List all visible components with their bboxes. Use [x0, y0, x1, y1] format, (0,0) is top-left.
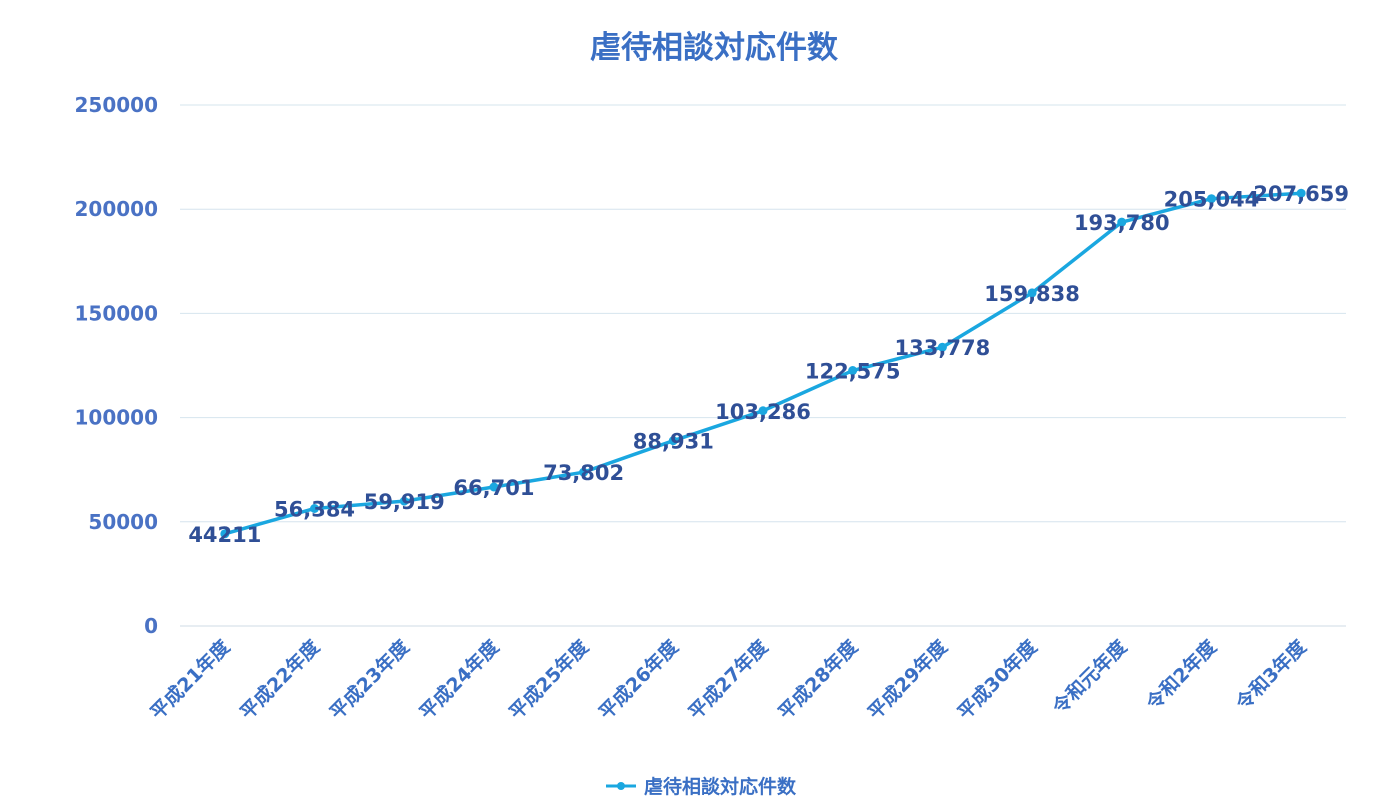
x-tick-label: 平成25年度 — [504, 635, 593, 724]
legend-point-marker — [617, 782, 625, 790]
series-line — [223, 191, 1303, 536]
x-tick-label: 平成27年度 — [684, 635, 773, 724]
data-label: 103,286 — [715, 400, 811, 424]
data-point[interactable] — [310, 503, 320, 513]
y-tick-label: 250000 — [75, 93, 159, 117]
gridlines — [180, 104, 1346, 627]
y-tick-label: 150000 — [75, 301, 159, 325]
x-tick-label: 平成24年度 — [415, 635, 504, 724]
data-label: 88,931 — [633, 430, 714, 454]
data-point[interactable] — [1296, 188, 1306, 198]
data-point[interactable] — [758, 406, 768, 416]
data-label: 193,780 — [1074, 211, 1170, 235]
x-tick-label: 令和3年度 — [1231, 635, 1311, 715]
chart-title: 虐待相談対応件数 — [590, 30, 838, 66]
x-tick-label: 平成29年度 — [863, 635, 952, 724]
data-label: 159,838 — [984, 282, 1080, 306]
y-tick-label: 200000 — [75, 197, 159, 221]
x-tick-label: 平成22年度 — [235, 635, 324, 724]
data-label: 122,575 — [805, 360, 901, 384]
data-label: 207,659 — [1253, 182, 1349, 206]
data-point[interactable] — [489, 482, 499, 492]
series-line-layer — [220, 188, 1306, 539]
x-tick-label: 平成26年度 — [594, 635, 683, 724]
y-axis-ticks: 0 50000 100000 150000 200000 250000 — [75, 93, 159, 638]
y-tick-label: 0 — [144, 614, 158, 638]
data-label: 205,044 — [1164, 188, 1260, 212]
data-point[interactable] — [668, 436, 678, 446]
x-tick-label: 令和2年度 — [1142, 635, 1222, 715]
data-label: 56,384 — [274, 497, 355, 521]
x-tick-label: 令和元年度 — [1048, 635, 1132, 719]
data-point[interactable] — [1117, 217, 1127, 227]
x-tick-label: 平成28年度 — [774, 635, 863, 724]
data-point[interactable] — [399, 496, 409, 506]
data-label: 44211 — [188, 523, 261, 547]
data-label: 73,802 — [543, 461, 624, 485]
legend[interactable]: 虐待相談対応件数 — [606, 775, 797, 798]
data-label: 133,778 — [895, 336, 991, 360]
data-point[interactable] — [220, 529, 230, 539]
data-label: 59,919 — [364, 490, 445, 514]
data-point[interactable] — [579, 467, 589, 477]
data-label: 66,701 — [453, 476, 534, 500]
x-axis-ticks: 平成21年度 平成22年度 平成23年度 平成24年度 平成25年度 平成26年度 平成27… — [146, 635, 1312, 724]
data-point[interactable] — [937, 342, 947, 352]
legend-label: 虐待相談対応件数 — [644, 775, 797, 798]
x-tick-label: 平成23年度 — [325, 635, 414, 724]
data-labels: 44211 56,384 59,919 66,701 73,802 88,931103,2… — [188, 182, 1349, 547]
data-point[interactable] — [1027, 288, 1037, 298]
x-tick-label: 平成21年度 — [146, 635, 235, 724]
x-tick-label: 平成30年度 — [953, 635, 1042, 724]
data-point[interactable] — [848, 366, 858, 376]
data-point[interactable] — [1206, 194, 1216, 204]
y-tick-label: 50000 — [88, 510, 158, 534]
y-tick-label: 100000 — [75, 406, 159, 430]
